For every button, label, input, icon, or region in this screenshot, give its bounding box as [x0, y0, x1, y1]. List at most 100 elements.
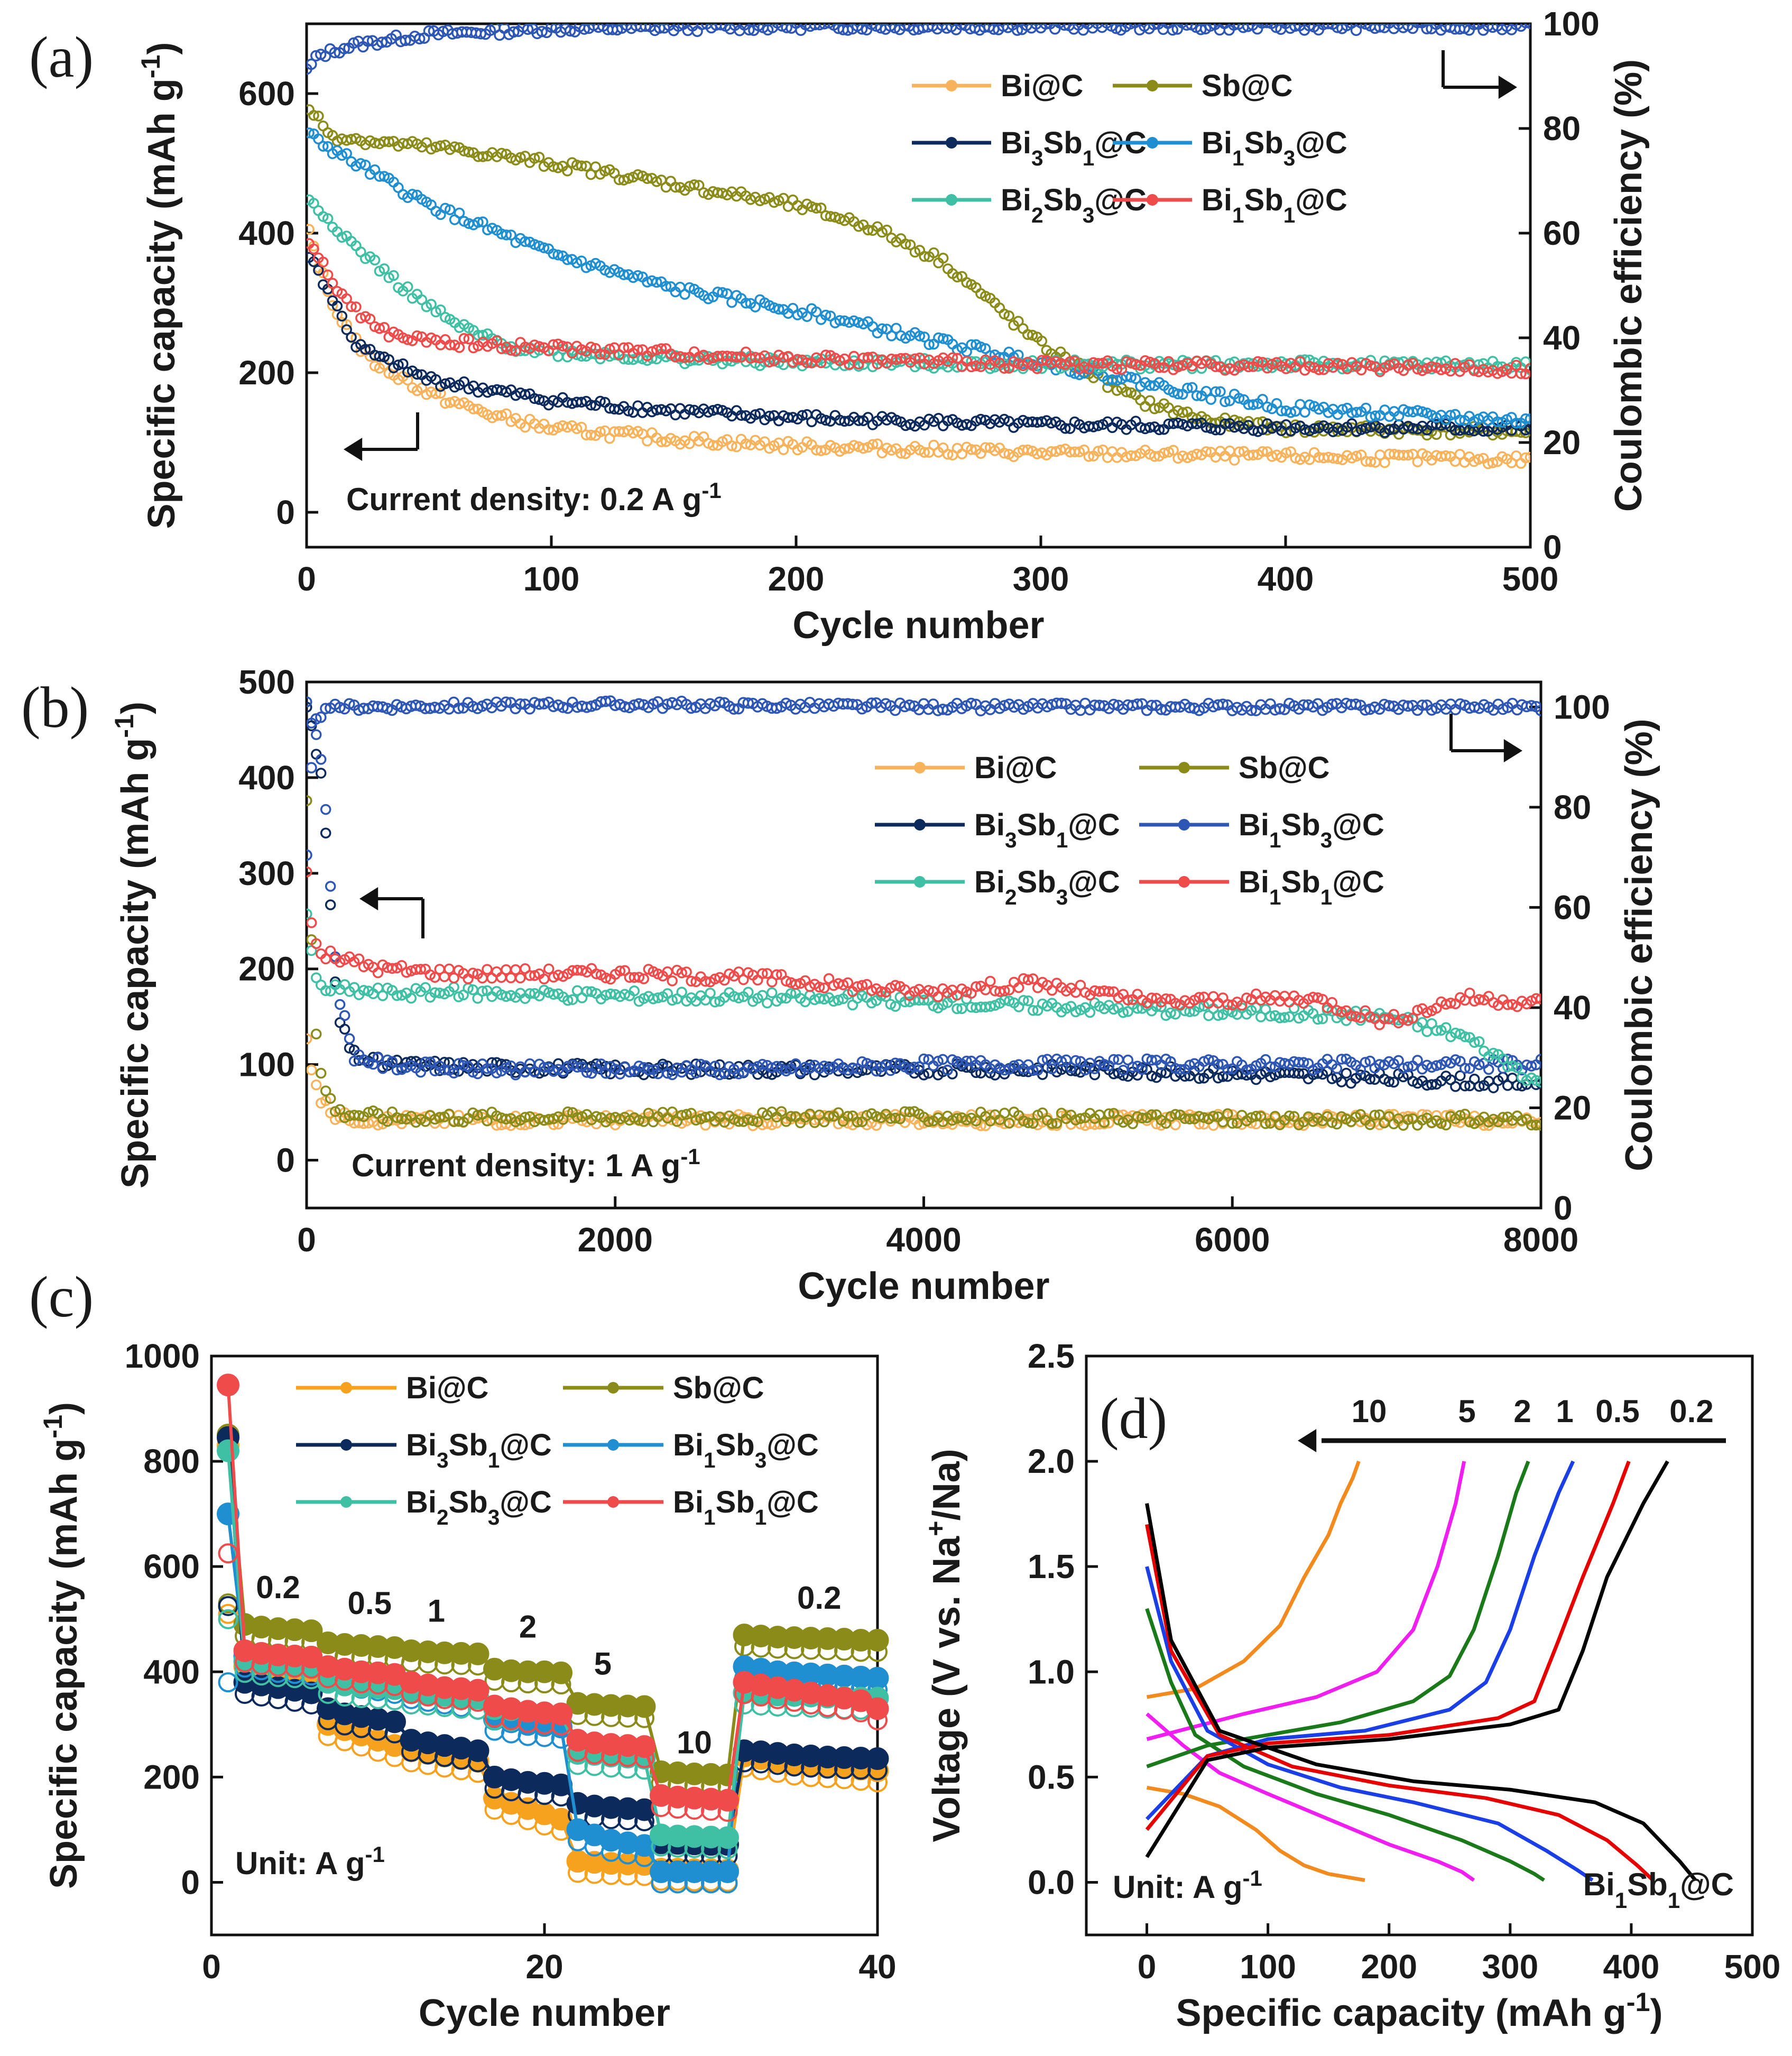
legend-entry: Bi@C — [406, 1371, 488, 1405]
data-point — [1360, 1057, 1371, 1068]
data-point — [1210, 386, 1221, 398]
panel-label: (c) — [29, 1265, 94, 1329]
data-point — [524, 988, 535, 999]
data-point — [1117, 1065, 1129, 1076]
data-point — [313, 133, 324, 145]
data-point — [1036, 335, 1048, 347]
data-point — [482, 1115, 493, 1127]
data-point — [378, 322, 390, 333]
data-point — [350, 301, 362, 312]
data-point — [548, 395, 559, 406]
data-point — [424, 1056, 436, 1068]
ce-point — [452, 703, 465, 714]
data-point — [1279, 1012, 1290, 1023]
ce-point — [1195, 24, 1207, 35]
data-point — [1511, 1062, 1523, 1073]
data-point — [1332, 453, 1343, 465]
x-tick-label: 0 — [1138, 1948, 1157, 1986]
ce-point — [1416, 699, 1428, 711]
data-point — [703, 407, 714, 418]
data-point — [848, 440, 860, 451]
discharge-point — [551, 1674, 571, 1695]
data-point — [467, 1066, 478, 1078]
data-point — [341, 293, 352, 305]
ce-point — [1526, 700, 1537, 712]
series-bi1sb1-c — [307, 238, 1530, 380]
data-point — [501, 1113, 512, 1125]
data-point — [853, 415, 864, 426]
data-point — [1127, 1118, 1139, 1129]
data-point — [913, 1061, 925, 1073]
data-point — [1160, 993, 1171, 1004]
data-point — [890, 980, 901, 991]
discharge-point — [634, 1847, 654, 1867]
data-point — [1384, 359, 1395, 371]
discharge-point — [684, 1873, 705, 1894]
discharge-point — [518, 1712, 538, 1733]
data-point — [1233, 446, 1245, 458]
current-density-label: Current density: 0.2 A g-1 — [346, 478, 722, 518]
data-point — [581, 1067, 593, 1078]
data-point — [646, 346, 658, 357]
data-point — [585, 399, 597, 411]
data-point — [372, 1052, 384, 1063]
data-point — [307, 702, 312, 713]
data-point — [1184, 1113, 1195, 1124]
discharge-point — [784, 1639, 805, 1659]
data-point — [1464, 988, 1475, 999]
discharge-point — [268, 1667, 288, 1688]
data-point — [1473, 454, 1484, 465]
data-point — [1140, 355, 1151, 366]
data-point — [871, 1111, 882, 1122]
data-point — [420, 1056, 431, 1067]
data-point — [1060, 423, 1071, 434]
data-point — [1337, 404, 1348, 415]
data-point — [757, 990, 768, 1001]
ce-point — [1350, 698, 1362, 710]
series-sb-c — [307, 795, 1541, 1131]
data-point — [311, 972, 322, 983]
data-point — [439, 1064, 450, 1075]
data-point — [463, 146, 475, 158]
profile-2-a-g — [1145, 1460, 1545, 1882]
data-point — [937, 1066, 948, 1077]
data-point — [985, 1001, 996, 1012]
data-point — [1307, 992, 1319, 1003]
data-point — [743, 986, 754, 998]
data-point — [327, 278, 338, 289]
data-point — [1194, 992, 1205, 1003]
discharge-point — [401, 1694, 421, 1714]
data-point — [1341, 1067, 1352, 1079]
legend-entry: Bi1Sb3@C — [673, 1428, 819, 1472]
discharge-point — [617, 1747, 638, 1767]
ce-point — [600, 695, 612, 707]
capacity-arrowhead — [344, 438, 363, 461]
data-point — [1525, 413, 1530, 425]
data-point — [308, 110, 319, 121]
data-point — [842, 977, 854, 989]
series-coulombic-efficiency — [307, 695, 1541, 861]
data-point — [776, 1106, 787, 1117]
data-point — [999, 363, 1010, 374]
data-point — [1530, 1119, 1541, 1131]
data-point — [1360, 402, 1372, 414]
ce-point — [578, 24, 590, 35]
discharge-point — [518, 1784, 538, 1804]
data-point — [1269, 1111, 1281, 1122]
x-tick-label: 300 — [1013, 560, 1069, 598]
discharge-point — [817, 1640, 838, 1661]
data-point — [382, 1115, 393, 1127]
data-point — [1257, 446, 1268, 457]
data-point — [942, 448, 954, 460]
data-point — [520, 1112, 531, 1123]
rate-arrow-group: 10 5 2 1 0.5 0.2 — [1298, 1394, 1726, 1452]
data-point — [856, 1056, 868, 1067]
discharge-point — [435, 1689, 455, 1710]
discharge-point — [701, 1838, 721, 1859]
data-point — [614, 965, 626, 976]
panel-a-axes: 0 100 200 300 400 5000200400600020406080100Cy… — [135, 5, 1650, 647]
data-point — [1089, 1069, 1101, 1081]
data-point — [852, 1117, 863, 1128]
data-point — [1003, 310, 1014, 321]
data-point — [999, 447, 1010, 459]
